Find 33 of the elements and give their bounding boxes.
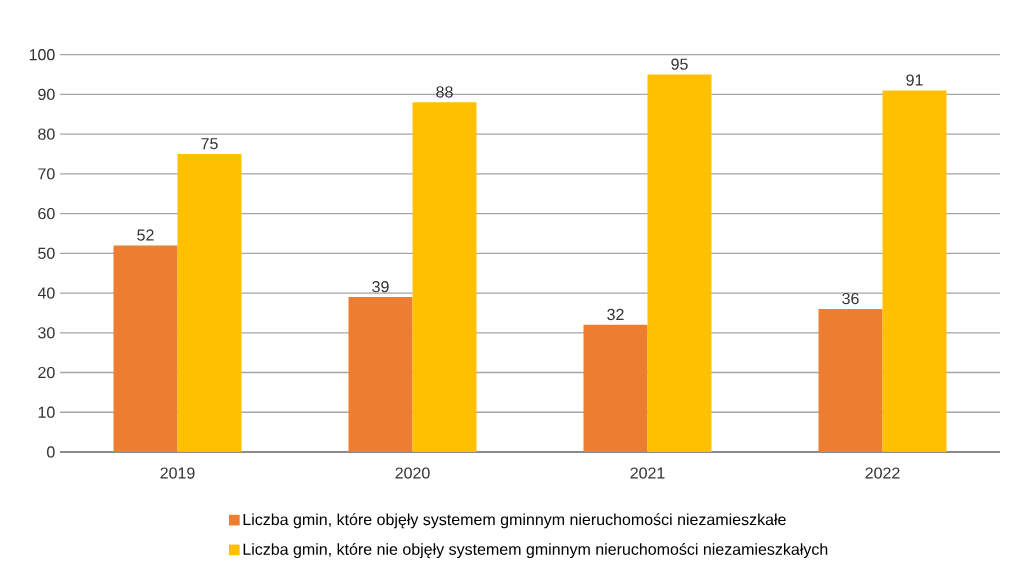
x-tick-label: 2022 (865, 467, 900, 479)
bar (818, 309, 883, 453)
bar (177, 154, 242, 453)
y-tick-label: 80 (38, 128, 55, 140)
data-label: 32 (607, 308, 624, 321)
legend-label: Liczba gmin, które nie objęły systemem gminnym nieruchomości niezamieszkałych (243, 543, 828, 559)
bar (113, 245, 178, 453)
y-tick-label: 40 (37, 287, 55, 299)
bar (412, 102, 477, 453)
x-tick-label: 2021 (630, 467, 665, 479)
y-tick-label: 30 (38, 327, 55, 339)
data-label: 75 (201, 138, 218, 150)
data-label: 91 (906, 74, 923, 86)
y-tick-label: 10 (38, 406, 55, 419)
bar (647, 74, 712, 453)
data-label: 36 (842, 293, 859, 305)
y-tick-label: 70 (38, 168, 55, 180)
bar (882, 90, 947, 453)
y-tick-label: 50 (38, 247, 55, 260)
x-tick-label: 2020 (395, 467, 430, 479)
bar (583, 325, 648, 453)
bar (348, 297, 413, 453)
y-tick-label: 100 (29, 49, 55, 61)
data-label: 95 (671, 58, 688, 70)
y-tick-label: 20 (38, 367, 55, 379)
legend-label: Liczba gmin, które objęły systemem gminnym nieruchomości niezamieszkałe (243, 513, 786, 529)
y-tick-label: 90 (38, 88, 55, 101)
data-label: 39 (372, 281, 389, 293)
y-tick-label: 60 (38, 208, 55, 220)
data-label: 52 (137, 229, 154, 241)
data-label: 88 (436, 86, 453, 98)
y-tick-label: 0 (47, 446, 55, 458)
x-tick-label: 2019 (160, 467, 195, 479)
